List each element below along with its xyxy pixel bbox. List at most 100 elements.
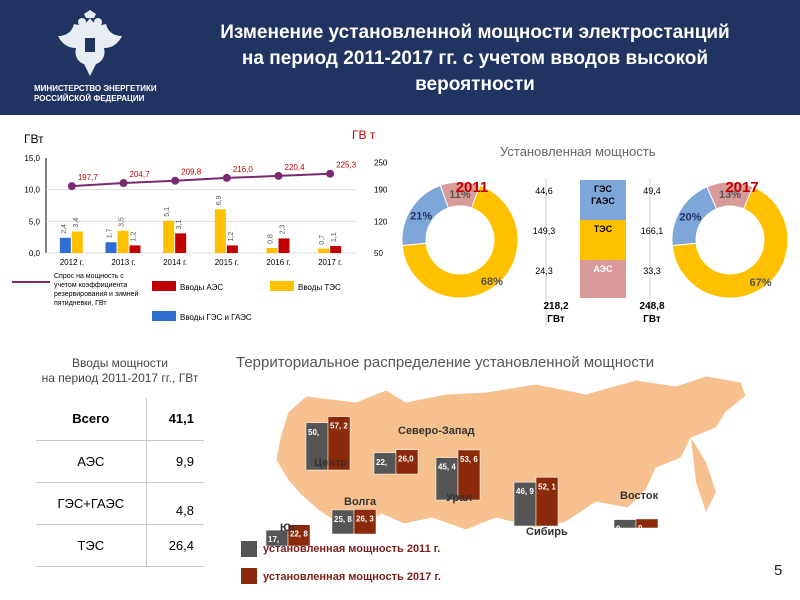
pie-slice-label: 20%: [679, 212, 701, 224]
bar-value-label-aes: 1,1: [331, 232, 338, 242]
demand-value-label: 220,4: [285, 163, 306, 172]
inputs-label: Всего: [36, 398, 147, 441]
ministry-line-2: РОССИЙСКОЙ ФЕДЕРАЦИИ: [34, 94, 145, 103]
bar-value-label-ges: 2,4: [61, 224, 68, 234]
map-value-2017: 9,: [638, 524, 645, 533]
right-tick-label: 190: [374, 186, 388, 195]
demand-point: [326, 169, 335, 178]
capacity-2017-value: 49,4: [643, 186, 661, 196]
inputs-label: АЭС: [36, 440, 147, 483]
total-2011: 218,2: [543, 301, 568, 312]
map-bar-2017: [353, 509, 377, 535]
pie-chart-2011: 68% 21% 11%2011: [401, 179, 519, 299]
demand-value-label: 216,0: [233, 165, 254, 174]
legend-line-label: Спрос на мощность с учетом коэффициента ре…: [54, 273, 139, 307]
pie-chart-2017: 67% 20% 13%2017: [671, 179, 789, 299]
inputs-value: 41,1: [145, 398, 204, 441]
map-value-2011: 45, 4: [438, 463, 456, 472]
bar-aes: [330, 246, 342, 253]
bar-tes: [266, 247, 278, 253]
bar-value-label-ges: 1,7: [107, 228, 114, 238]
left-tick-label: 5,0: [29, 217, 41, 226]
inputs-label: ТЭС: [36, 524, 147, 567]
bar-aes: [129, 245, 141, 253]
inputs-title-line-1: Вводы мощности: [72, 356, 168, 370]
bar-aes: [278, 238, 290, 253]
capacity-2011-value: 24,3: [535, 266, 553, 276]
map-region-label: Северо-Запад: [398, 425, 475, 437]
map-title: Территориальное распределение установлен…: [236, 354, 655, 371]
x-tick-label: 2012 г.: [60, 258, 84, 267]
bar-tes: [318, 248, 330, 253]
capacity-2011-value: 44,6: [535, 186, 553, 196]
ministry-name: МИНИСТЕРСТВО ЭНЕРГЕТИКИ РОССИЙСКОЙ ФЕДЕР…: [34, 84, 164, 104]
total-2017: 248,8: [639, 301, 664, 312]
inputs-value: 26,4: [145, 524, 204, 567]
map-value-2011: 17,: [268, 535, 279, 544]
pie-slice-label: 21%: [410, 210, 432, 222]
map-bar-2017: [535, 477, 559, 527]
page-title: Изменение установленной мощности электро…: [170, 20, 780, 98]
capacity-block: [580, 180, 626, 220]
inputs-value: 9,9: [145, 440, 204, 483]
map-value-2017: 22, 8: [290, 530, 308, 539]
right-tick-label: 250: [374, 159, 388, 168]
map-value-2011: 46, 9: [516, 487, 534, 496]
map-value-2011: 9,: [616, 525, 623, 534]
capacity-type-label: ТЭС: [594, 224, 613, 234]
map-bar-2017: [635, 518, 659, 529]
demand-point: [222, 173, 231, 182]
bar-tes: [117, 230, 129, 253]
map-value-2011: 22,: [376, 458, 387, 467]
pie-slice: [401, 184, 519, 299]
left-tick-label: 10,0: [24, 186, 40, 195]
bar-value-label-tes: 6,9: [216, 195, 223, 205]
capacity-type-label: ГЭС: [594, 184, 613, 194]
pie-year-label: 2011: [456, 179, 489, 196]
kamchatka-land: [691, 438, 716, 512]
ministry-line-1: МИНИСТЕРСТВО ЭНЕРГЕТИКИ: [34, 84, 157, 93]
bar-tes: [71, 231, 83, 253]
map-region-label: Восток: [620, 490, 659, 502]
demand-point: [171, 176, 180, 185]
bar-value-label-aes: 2,3: [280, 225, 287, 235]
bar-value-label-aes: 1,2: [228, 232, 235, 242]
pie-slice-label: 13%: [719, 189, 741, 201]
capacity-block: [580, 260, 626, 298]
demand-point: [274, 171, 283, 180]
x-tick-label: 2016 г.: [266, 258, 290, 267]
inputs-title-line-2: на период 2011-2017 гг., ГВт: [41, 371, 199, 385]
bar-value-label-aes: 3,1: [176, 220, 183, 230]
demand-value-label: 209,8: [181, 168, 202, 177]
bar-value-label-tes: 0,8: [268, 234, 275, 244]
legend-tes-label: Вводы ТЭС: [298, 283, 341, 292]
bar-aes: [226, 245, 238, 253]
legend-swatch-2017: [241, 568, 257, 584]
x-tick-label: 2014 г.: [163, 258, 187, 267]
bar-value-label-aes: 1,2: [131, 232, 138, 242]
demand-value-label: 197,7: [78, 173, 99, 182]
map-value-2017: 52, 1: [538, 482, 556, 491]
legend-ges-swatch: [152, 311, 176, 321]
legend-line-label-part: резервирования и зимней: [54, 290, 139, 298]
inputs-table: Всего 41,1 АЭС 9,9 ГЭС+ГАЭС 4,8 ТЭС 26,4: [36, 398, 204, 567]
demand-line: [71, 172, 331, 188]
demand-point: [119, 179, 128, 188]
pie-slice-label: 11%: [449, 189, 471, 201]
legend-label-2011: установленная мощность 2011 г.: [263, 543, 441, 555]
double-headed-eagle-icon: [58, 10, 122, 76]
pie-slice: [671, 186, 789, 299]
map-bar-2017: [327, 416, 351, 471]
right-axis-unit: ГВ т: [352, 128, 376, 142]
pie-slice-label: 67%: [750, 277, 772, 289]
pie-year-label: 2017: [725, 179, 758, 196]
bar-ges: [105, 242, 117, 253]
pie-slice: [706, 181, 754, 210]
capacity-type-label: ГАЭС: [591, 196, 615, 206]
x-tick-label: 2017 г.: [318, 258, 342, 267]
table-row: ТЭС 26,4: [36, 524, 204, 567]
right-tick-label: 50: [374, 249, 383, 258]
map-bar-2017: [457, 449, 481, 501]
header-banner: МИНИСТЕРСТВО ЭНЕРГЕТИКИ РОССИЙСКОЙ ФЕДЕР…: [0, 0, 800, 115]
map-value-2011: 25, 8: [334, 515, 352, 524]
